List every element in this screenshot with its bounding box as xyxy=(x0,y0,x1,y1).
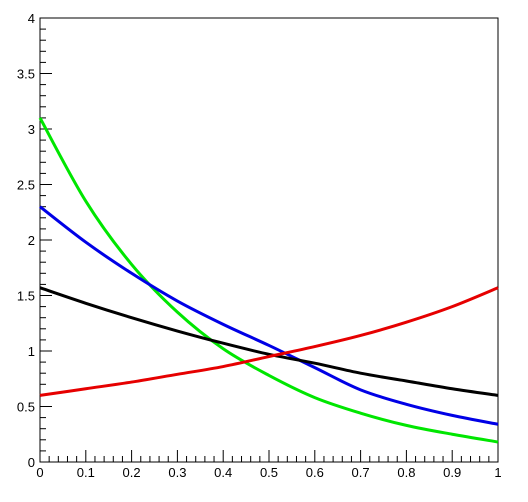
y-tick-label: 0 xyxy=(28,455,35,470)
x-tick-label: 0.8 xyxy=(397,465,415,480)
y-tick-label: 4 xyxy=(28,11,35,26)
x-tick-label: 0.3 xyxy=(168,465,186,480)
x-tick-label: 0.6 xyxy=(306,465,324,480)
x-tick-label: 0.1 xyxy=(77,465,95,480)
y-tick-label: 3 xyxy=(28,122,35,137)
series-line-0 xyxy=(38,117,499,444)
x-tick-label: 0 xyxy=(36,465,43,480)
plot-frame xyxy=(39,17,499,463)
x-tick-label: 0.5 xyxy=(260,465,278,480)
series-lines xyxy=(38,117,499,444)
y-tick-label: 1.5 xyxy=(17,289,35,304)
x-tick-label: 0.4 xyxy=(214,465,232,480)
series-line-1 xyxy=(39,205,499,426)
y-tick-label: 3.5 xyxy=(17,67,35,82)
series-line-3 xyxy=(39,286,499,397)
x-tick-label: 1 xyxy=(494,465,501,480)
axis-ticks xyxy=(39,17,499,463)
x-tick-label: 0.2 xyxy=(123,465,141,480)
y-tick-label: 0.5 xyxy=(17,400,35,415)
x-tick-labels: 0 0.1 0.2 0.3 0.4 0.5 0.6 0.7 0.8 0.9 1 xyxy=(36,465,501,480)
series-line-2 xyxy=(39,286,499,397)
x-tick-label: 0.9 xyxy=(443,465,461,480)
y-tick-label: 2.5 xyxy=(17,178,35,193)
y-tick-labels: 0 0.5 1 1.5 2 2.5 3 3.5 4 xyxy=(17,11,35,470)
y-tick-label: 1 xyxy=(28,344,35,359)
x-tick-label: 0.7 xyxy=(352,465,370,480)
y-tick-label: 2 xyxy=(28,233,35,248)
